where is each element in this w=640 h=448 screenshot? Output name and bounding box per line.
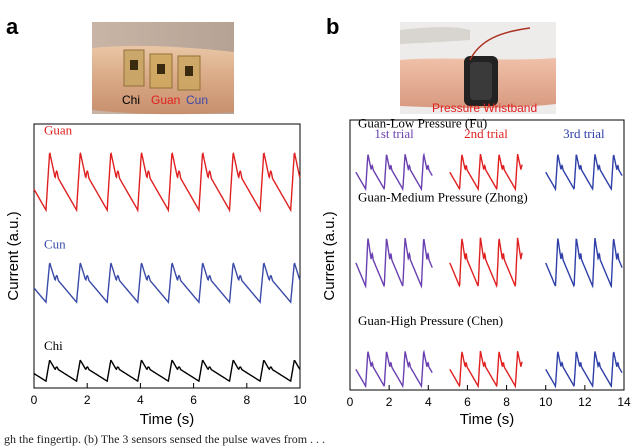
chart-b-x-tick-label: 8	[503, 395, 510, 409]
chart-a-x-tick-label: 2	[84, 393, 91, 407]
chart-a-series-chi	[33, 359, 301, 383]
pressure-wristband-photo: Pressure Wristband	[400, 22, 556, 115]
chart-a: Guan Cun Chi 0 2 4 6 8 10 Time (s) Current (a.u…	[5, 122, 307, 428]
chart-a-series-label-cun: Cun	[44, 237, 66, 252]
chart-b-series-1-trial-1	[355, 152, 433, 192]
photo-label-guan: Guan	[151, 93, 180, 107]
chart-b-x-tick-label: 0	[347, 395, 354, 409]
chart-b-series-1-trial-3	[545, 154, 623, 192]
chart-b-series-2-trial-1	[355, 237, 433, 289]
photo-label-chi: Chi	[122, 93, 140, 107]
chart-b-series-label-1: Guan-Low Pressure (Fu)	[358, 116, 487, 131]
chart-b-x-tick-label: 10	[539, 395, 553, 409]
chart-a-series-label-chi: Chi	[44, 338, 63, 353]
photo-label-cun: Cun	[186, 93, 208, 107]
chart-b: 1st trial 2nd trial 3rd trial Guan-Low Pres…	[321, 116, 631, 428]
chart-b-trial-label-3: 3rd trial	[563, 126, 605, 141]
chart-a-x-axis-title: Time (s)	[140, 411, 194, 428]
chart-b-series-3-trial-3	[545, 351, 623, 389]
chart-b-series-3-trial-1	[355, 349, 433, 389]
chart-b-series-1-trial-2	[449, 153, 523, 192]
chart-b-x-tick-label: 12	[578, 395, 592, 409]
panel-a-letter: a	[6, 14, 19, 39]
chart-a-x-tick-label: 6	[190, 393, 197, 407]
chart-b-series-2-trial-3	[545, 238, 623, 289]
chart-a-series-guan	[33, 152, 301, 213]
chart-a-series-cun	[33, 262, 301, 305]
panel-b-letter: b	[326, 14, 339, 39]
chart-b-frame	[349, 119, 625, 391]
chart-b-y-axis-title: Current (a.u.)	[321, 211, 338, 300]
chart-b-series-3-trial-2	[449, 350, 523, 389]
chart-b-x-tick-label: 2	[386, 395, 393, 409]
chart-b-x-axis-title: Time (s)	[460, 411, 514, 428]
chart-b-series-label-2: Guan-Medium Pressure (Zhong)	[358, 189, 528, 204]
chart-a-frame	[33, 123, 301, 389]
chart-a-y-axis-title: Current (a.u.)	[5, 211, 22, 300]
chart-b-x-tick-label: 6	[464, 395, 471, 409]
photo-label-pressure-wristband: Pressure Wristband	[432, 101, 537, 115]
chart-b-trial-label-1: 1st trial	[374, 126, 414, 141]
chart-a-x-tick-label: 4	[137, 393, 144, 407]
chart-a-x-tick-label: 8	[243, 393, 250, 407]
chart-b-x-tick-label: 14	[617, 395, 631, 409]
caption-fragment: gh the fingertip. (b) The 3 sensors sens…	[4, 432, 325, 446]
wrist-sensor-photo: Chi Guan Cun	[92, 22, 234, 115]
chart-a-x-tick-label: 0	[31, 393, 38, 407]
chart-b-trial-label-2: 2nd trial	[464, 126, 508, 141]
chart-b-series-label-3: Guan-High Pressure (Chen)	[358, 313, 503, 328]
chart-a-x-tick-label: 10	[293, 393, 307, 407]
chart-b-x-tick-label: 4	[425, 395, 432, 409]
chart-b-series-2-trial-2	[449, 237, 523, 288]
chart-a-series-label-guan: Guan	[44, 122, 73, 137]
